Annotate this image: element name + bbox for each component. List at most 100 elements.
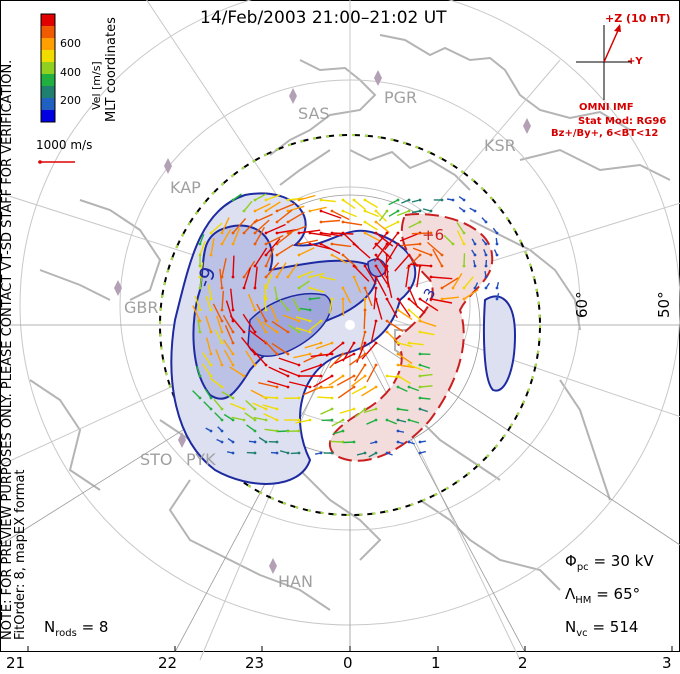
- velocity-vector-origin: [286, 451, 290, 455]
- velocity-vector-origin: [495, 297, 499, 301]
- velocity-vector-origin: [440, 198, 444, 202]
- velocity-vector: [245, 399, 256, 410]
- velocity-vector-origin: [308, 330, 312, 334]
- velocity-vector-origin: [253, 264, 257, 268]
- velocity-vector-origin: [253, 209, 257, 213]
- velocity-vector: [364, 265, 377, 285]
- velocity-vector-origin: [253, 451, 257, 455]
- velocity-vector: [320, 199, 336, 203]
- velocity-vector: [419, 397, 431, 400]
- velocity-vector: [229, 402, 245, 410]
- velocity-vector: [298, 280, 310, 289]
- station-label-sas: SAS: [298, 104, 330, 123]
- velocity-vector-origin: [418, 209, 422, 213]
- velocity-vector: [331, 419, 344, 427]
- velocity-vector-origin: [253, 242, 257, 246]
- velocity-vector: [375, 243, 392, 260]
- velocity-colorbar: [41, 14, 55, 123]
- velocity-vector-origin: [330, 407, 334, 411]
- cross-polar-potential: Φpc = 30 kV: [565, 552, 654, 573]
- velocity-vector-origin: [319, 231, 323, 235]
- velocity-vector: [419, 331, 435, 336]
- mlt-axis-ticks: [27, 646, 673, 652]
- velocity-vector-origin: [220, 242, 224, 246]
- velocity-vector-origin: [253, 330, 257, 334]
- velocity-vector-origin: [264, 440, 268, 444]
- colorbar-segment: [41, 110, 55, 123]
- velocity-vector-origin: [242, 209, 246, 213]
- velocity-vector: [262, 404, 278, 410]
- colorbar-tick-200: 200: [60, 94, 81, 107]
- velocity-vector: [212, 303, 223, 322]
- velocity-vector-origin: [352, 242, 356, 246]
- velocity-vector-origin: [495, 242, 499, 246]
- velocity-vector-origin: [330, 209, 334, 213]
- velocity-vector-origin: [209, 352, 213, 356]
- velocity-vector: [452, 273, 463, 289]
- velocity-vector: [354, 408, 366, 418]
- velocity-vector-origin: [275, 231, 279, 235]
- velocity-vector: [375, 276, 387, 297]
- velocity-vector: [399, 232, 421, 242]
- velocity-vector: [366, 419, 377, 425]
- velocity-vector-origin: [198, 396, 202, 400]
- velocity-vector: [351, 386, 366, 395]
- velocity-vector-origin: [209, 429, 213, 433]
- velocity-vector: [375, 298, 383, 320]
- velocity-vector: [213, 398, 223, 410]
- velocity-vector: [295, 316, 311, 322]
- nrods-symbol: N: [44, 618, 56, 636]
- velocity-vector: [221, 217, 230, 234]
- velocity-vector-origin: [418, 330, 422, 334]
- velocity-vector: [194, 295, 201, 311]
- velocity-vector: [364, 287, 373, 307]
- velocity-vector-origin: [198, 308, 202, 312]
- velocity-vector-origin: [275, 352, 279, 356]
- velocity-vector: [408, 386, 420, 392]
- velocity-vector: [320, 210, 342, 219]
- velocity-vector-origin: [396, 440, 400, 444]
- velocity-vector-origin: [473, 264, 477, 268]
- velocity-vector-origin: [319, 319, 323, 323]
- velocity-vector: [252, 402, 267, 410]
- station-label-sto: STO: [140, 450, 173, 469]
- velocity-vector-origin: [198, 286, 202, 290]
- velocity-vector: [353, 199, 366, 210]
- velocity-vector-origin: [396, 297, 400, 301]
- velocity-vector-origin: [275, 275, 279, 279]
- velocity-vector: [221, 391, 234, 399]
- colorbar-segment: [41, 26, 55, 39]
- velocity-vector: [331, 254, 348, 264]
- velocity-vector: [408, 419, 420, 424]
- phi-value: = 30 kV: [593, 552, 654, 570]
- imf-condition: Bz+/By+, 6<BT<12: [551, 128, 659, 139]
- velocity-vector-origin: [297, 319, 301, 323]
- imf-dial: [576, 24, 632, 100]
- velocity-vector: [397, 342, 413, 348]
- velocity-vector: [263, 295, 267, 311]
- velocity-vector-origin: [319, 209, 323, 213]
- velocity-vector: [199, 234, 205, 245]
- velocity-vector-origin: [308, 231, 312, 235]
- velocity-vector-origin: [341, 374, 345, 378]
- velocity-vector: [276, 231, 293, 245]
- velocity-vector-origin: [407, 418, 411, 422]
- heppner-maynard-boundary-green: [159, 134, 541, 516]
- velocity-vector: [254, 213, 273, 223]
- velocity-vector: [388, 199, 399, 206]
- station-label-gbr: GBR: [124, 298, 159, 317]
- velocity-vector: [214, 329, 223, 344]
- velocity-vector-origin: [242, 286, 246, 290]
- velocity-vector: [210, 222, 223, 234]
- velocity-vector-origin: [275, 297, 279, 301]
- velocity-vector: [339, 408, 355, 414]
- velocity-vector-origin: [308, 286, 312, 290]
- velocity-vector-origin: [374, 319, 378, 323]
- latitude-label-60: 60°: [573, 291, 591, 318]
- velocity-vector-origin: [385, 242, 389, 246]
- velocity-vector-origin: [319, 374, 323, 378]
- station-label-han: HAN: [278, 572, 313, 591]
- velocity-vector-origin: [220, 440, 224, 444]
- velocity-vector: [317, 396, 333, 399]
